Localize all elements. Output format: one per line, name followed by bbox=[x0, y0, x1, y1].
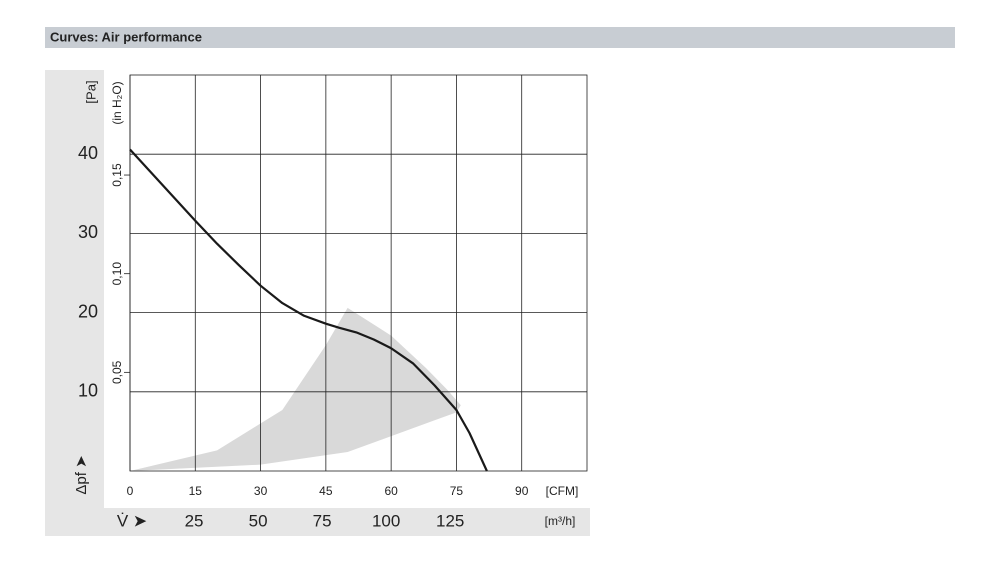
x-tick-label: 0 bbox=[127, 484, 134, 498]
x2-tick-label: 75 bbox=[313, 511, 332, 530]
y-tick-label: 20 bbox=[78, 301, 98, 321]
operating-region bbox=[130, 307, 461, 471]
x-label: [CFM] bbox=[546, 484, 579, 498]
y-tick-label: 10 bbox=[78, 381, 98, 401]
x2-axis-symbol: V̇ ➤ bbox=[117, 511, 147, 530]
x2-tick-label: 25 bbox=[185, 511, 204, 530]
x2-label: [m³/h] bbox=[545, 514, 576, 528]
y-tick-label: 30 bbox=[78, 222, 98, 242]
y2-tick-label: 0,05 bbox=[110, 360, 124, 384]
x2-tick-label: 125 bbox=[436, 511, 464, 530]
x-tick-label: 30 bbox=[254, 484, 268, 498]
chart-title: Curves: Air performance bbox=[50, 29, 202, 44]
performance-curve bbox=[129, 148, 488, 472]
x-tick-label: 75 bbox=[450, 484, 464, 498]
x-tick-label: 15 bbox=[189, 484, 203, 498]
y-label: [Pa] bbox=[83, 80, 98, 103]
y2-label: (in H₂O) bbox=[110, 81, 124, 124]
y-tick-label: 40 bbox=[78, 143, 98, 163]
x2-tick-label: 50 bbox=[249, 511, 268, 530]
y2-tick-label: 0,10 bbox=[110, 262, 124, 286]
x-tick-label: 60 bbox=[384, 484, 398, 498]
x-tick-label: 90 bbox=[515, 484, 529, 498]
x2-tick-label: 100 bbox=[372, 511, 400, 530]
y2-tick-label: 0,15 bbox=[110, 163, 124, 187]
x-tick-label: 45 bbox=[319, 484, 333, 498]
y-axis-symbol: Δpf ➤ bbox=[73, 455, 90, 494]
header-bar bbox=[45, 27, 955, 48]
plot-frame bbox=[129, 74, 588, 472]
